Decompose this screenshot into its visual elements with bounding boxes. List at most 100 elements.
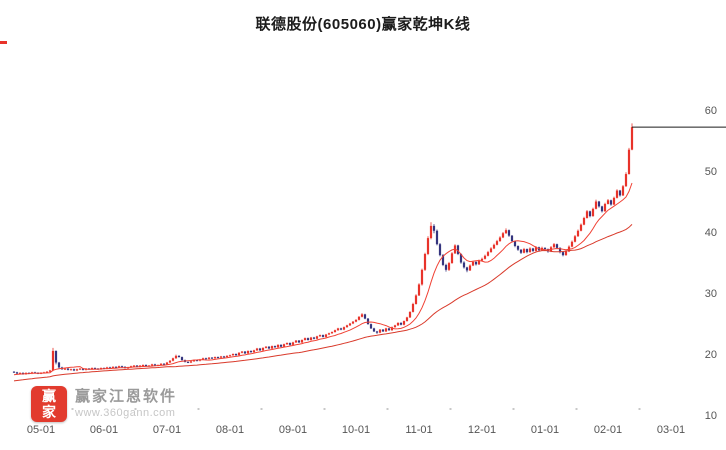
candle-body [75,369,79,371]
candle-body [399,322,403,325]
candle-body [93,368,97,370]
y-axis-label: 60 [705,105,717,117]
candle-body [219,356,223,358]
candle-body [291,342,295,345]
candle-body [165,362,169,365]
minor-tick [134,408,137,410]
candle-body [177,355,181,358]
candle-body [300,339,304,343]
candle-body [366,318,370,325]
candle-body [273,346,277,348]
candle-body [450,253,454,264]
candle-body [429,225,433,239]
candle-body [57,362,61,368]
x-axis-label: 09-01 [279,424,307,436]
candle-body [495,241,499,245]
minor-tick [575,408,578,410]
candle-body [474,261,478,265]
candle-body [111,366,115,369]
candle-body [210,357,214,359]
candle-body [258,348,262,351]
candle-body [135,365,139,367]
candle-body [255,348,259,351]
candle-body [408,311,412,318]
candle-body [240,351,244,353]
candle-body [381,329,385,332]
brand-url: www.360gann.com [75,407,176,420]
candle-body [498,237,502,242]
candle-body [504,230,508,234]
candle-body [600,206,604,212]
candle-body [612,197,616,205]
candle-body [81,368,85,370]
candle-body [624,174,628,187]
y-axis-label: 30 [705,288,717,300]
candle-body [246,350,250,354]
candle-body [483,255,487,259]
candle-body [384,328,388,332]
candle-body [618,190,622,196]
candle-body [375,331,379,333]
candle-body [51,350,55,371]
candle-body [543,247,547,250]
candle-body [213,357,217,359]
candle-body [162,363,166,365]
candle-body [558,247,562,253]
candle-body [207,357,211,359]
candle-body [216,357,220,359]
candle-body [288,343,292,345]
candle-body [555,244,559,248]
candle-body [189,361,193,363]
ma-line-ma10 [13,182,633,376]
candle-body [78,368,82,370]
x-axis-label: 07-01 [153,424,181,436]
candle-body [12,371,16,373]
candle-body [309,337,313,340]
candle-body [588,211,592,217]
candle-body [585,211,589,218]
candle-body [285,343,289,345]
candle-body [369,324,373,329]
candle-body [153,364,157,366]
candle-body [444,264,448,270]
candle-body [477,260,481,265]
left-edge-marker [0,41,7,44]
candle-body [621,186,625,196]
candle-body [603,203,607,212]
chart-title: 联德股份(605060)赢家乾坤K线 [255,16,471,33]
candle-body [438,244,442,256]
minor-tick [323,408,326,410]
candle-body [480,258,484,261]
candle-body [468,265,472,271]
candle-body [579,224,583,231]
candle-body [516,246,520,250]
candle-body [435,230,439,245]
candle-body [66,368,70,370]
y-axis-label: 40 [705,227,717,239]
x-axis-label: 03-01 [657,424,685,436]
candle-body [426,238,430,254]
candle-body [282,344,286,347]
candle-body [186,361,190,363]
candle-body [405,317,409,322]
x-axis-label: 08-01 [216,424,244,436]
candle-body [447,263,451,270]
candle-body [630,127,634,150]
candle-body [471,261,475,266]
candle-body [54,350,58,363]
candle-body [120,366,124,368]
candle-body [411,303,415,312]
x-axis-label: 02-01 [594,424,622,436]
candle-body [324,334,328,337]
candle-body [330,332,334,334]
candle-body [141,364,145,366]
candle-body [261,347,265,351]
candle-body [168,360,172,363]
candle-body [318,335,322,337]
candle-body [237,352,241,356]
y-axis-label: 20 [705,349,717,361]
minor-tick [449,408,452,410]
candle-body [432,225,436,231]
candle-body [303,338,307,340]
